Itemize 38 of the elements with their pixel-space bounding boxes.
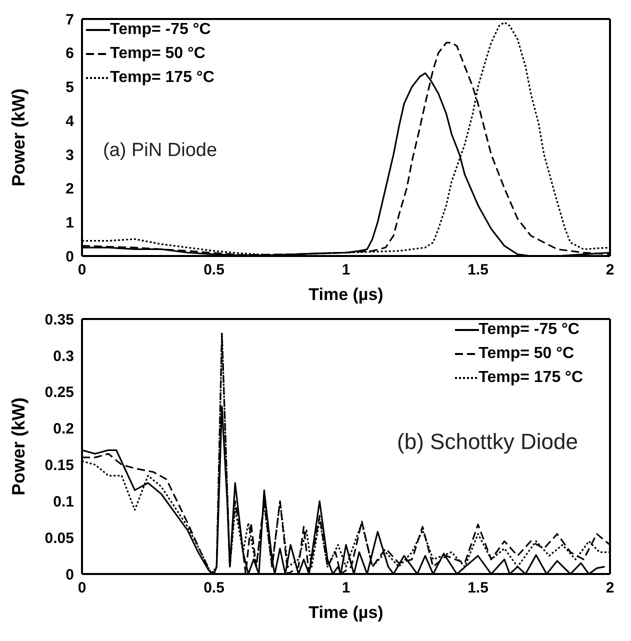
legend-label: Temp= -75 °C — [110, 21, 211, 39]
y-tick-label: 3 — [66, 146, 74, 164]
x-tick-label: 0 — [78, 580, 86, 597]
annotation: (b) Schottky Diode — [397, 428, 578, 455]
y-tick-label: 6 — [66, 45, 74, 62]
legend-label: Temp= 175 °C — [478, 369, 583, 387]
y-axis-title: Power (kW) — [8, 397, 28, 496]
x-axis-title: Time (µs) — [308, 285, 384, 304]
y-tick-label: 7 — [66, 11, 74, 28]
y-tick-label: 0.25 — [44, 384, 74, 402]
x-tick-label: 0 — [78, 262, 86, 279]
y-tick-label: 4 — [66, 112, 75, 130]
x-axis-title: Time (µs) — [308, 603, 384, 622]
x-tick-label: 2 — [606, 262, 614, 279]
y-axis-title: Power (kW) — [8, 88, 28, 187]
legend-label: Temp= 50 °C — [478, 345, 574, 363]
legend-label: Temp= 50 °C — [110, 45, 206, 63]
y-tick-label: 5 — [66, 79, 74, 96]
y-tick-label: 1 — [66, 214, 74, 232]
legend-label: Temp= 175 °C — [110, 69, 214, 87]
legend-label: Temp= -75 °C — [478, 321, 580, 339]
x-tick-label: 1.5 — [468, 580, 488, 597]
annotation: (a) PiN Diode — [103, 140, 218, 162]
y-tick-label: 0.05 — [44, 530, 74, 547]
x-tick-label: 2 — [606, 580, 614, 597]
y-tick-label: 0 — [66, 566, 74, 584]
x-tick-label: 0.5 — [204, 262, 224, 279]
x-tick-label: 1.5 — [468, 262, 488, 279]
x-tick-label: 1 — [342, 262, 350, 279]
y-tick-label: 0.2 — [53, 420, 74, 438]
y-tick-label: 0.15 — [44, 457, 74, 474]
y-tick-label: 2 — [66, 180, 74, 198]
y-tick-label: 0.35 — [44, 311, 74, 328]
x-tick-label: 1 — [342, 580, 350, 597]
y-tick-label: 0 — [66, 248, 74, 266]
y-tick-label: 0.3 — [53, 348, 74, 365]
y-tick-label: 0.1 — [53, 493, 74, 510]
x-tick-label: 0.5 — [204, 580, 224, 597]
